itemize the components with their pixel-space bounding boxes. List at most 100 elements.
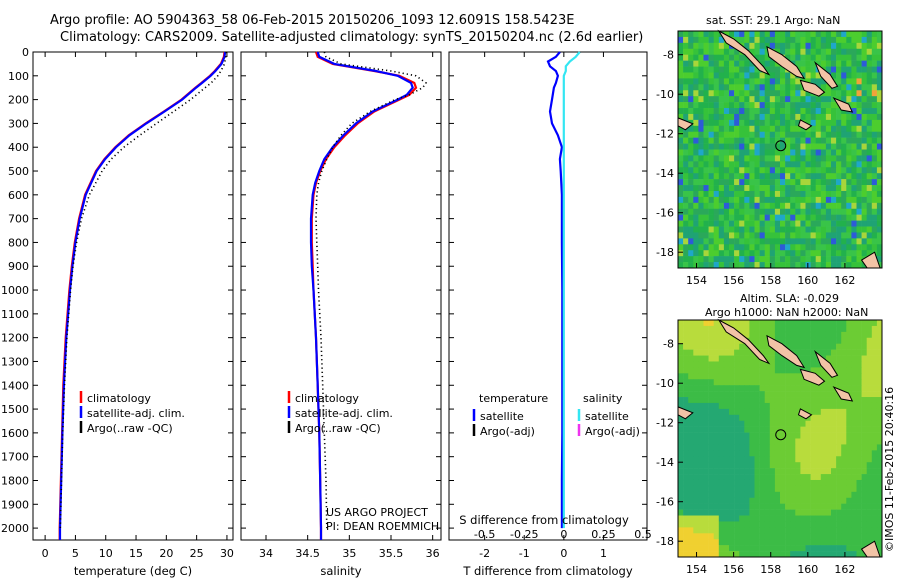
map-cell xyxy=(851,149,857,156)
series-line-climatology xyxy=(310,51,418,540)
map-cell xyxy=(703,190,709,198)
map-cell xyxy=(744,179,750,186)
map-cell xyxy=(764,161,771,168)
map-cell xyxy=(764,450,771,457)
map-cell xyxy=(703,36,709,44)
map-cell xyxy=(831,485,837,493)
map-cell xyxy=(851,527,857,534)
map-cell xyxy=(785,379,791,386)
map-cell xyxy=(723,402,730,410)
map-cell xyxy=(861,238,867,245)
map-cell xyxy=(785,545,791,552)
map-cell xyxy=(723,108,730,115)
map-cell xyxy=(754,367,760,374)
map-cell xyxy=(698,244,704,251)
map-cell xyxy=(678,438,684,445)
map-cell xyxy=(861,432,867,439)
map-cell xyxy=(846,185,852,192)
map-cell xyxy=(871,420,878,427)
map-cell xyxy=(836,551,842,558)
map-cell xyxy=(841,131,847,138)
map-cell xyxy=(734,444,740,451)
map-cell xyxy=(785,131,791,138)
map-cell xyxy=(810,545,816,552)
map-cell xyxy=(734,438,740,445)
map-cell xyxy=(810,185,816,192)
map-cell xyxy=(810,491,816,499)
map-cell xyxy=(800,190,806,198)
map-cell xyxy=(718,60,725,67)
map-cell xyxy=(780,337,786,344)
map-cell xyxy=(785,373,791,380)
map-cell xyxy=(825,355,832,362)
map-cell xyxy=(861,361,867,368)
map-cell xyxy=(729,355,735,362)
map-cell xyxy=(678,551,684,558)
map-cell xyxy=(729,54,735,61)
map-cell xyxy=(729,385,735,392)
map-cell xyxy=(749,185,755,192)
map-cell xyxy=(841,349,847,356)
map-cell xyxy=(723,125,730,133)
map-cell xyxy=(790,185,796,192)
map-cell xyxy=(734,84,740,91)
map-cell xyxy=(749,497,755,504)
map-cell xyxy=(876,226,883,233)
map-cell xyxy=(744,173,750,180)
map-cell xyxy=(825,196,832,204)
map-cell xyxy=(774,397,781,404)
map-cell xyxy=(810,36,816,44)
map-cell xyxy=(729,256,735,263)
map-cell xyxy=(739,485,745,493)
map-cell xyxy=(876,232,883,239)
map-cell xyxy=(678,503,684,510)
map-cell xyxy=(703,137,709,144)
map-cell xyxy=(795,325,801,333)
map-cell xyxy=(703,391,709,398)
map-cell xyxy=(805,385,811,392)
map-cell xyxy=(866,60,873,67)
map-cell xyxy=(729,361,735,368)
map-cell xyxy=(780,42,786,50)
map-cell xyxy=(805,72,811,79)
map-cell xyxy=(749,533,755,540)
map-cell xyxy=(678,468,684,475)
map-cell xyxy=(780,551,786,558)
map-cell xyxy=(703,250,709,257)
map-cell xyxy=(825,462,832,469)
map-cell xyxy=(734,137,740,144)
map-cell xyxy=(795,78,801,85)
map-cell xyxy=(800,503,806,510)
map-cell xyxy=(734,491,740,499)
map-cell xyxy=(846,202,852,210)
map-cell xyxy=(805,361,811,368)
map-cell xyxy=(871,66,878,73)
map-cell xyxy=(805,90,811,97)
map-cell xyxy=(774,444,781,451)
map-cell xyxy=(800,125,806,133)
map-cell xyxy=(800,397,806,404)
map-cell xyxy=(805,149,811,156)
map-cell xyxy=(729,72,735,79)
map-cell xyxy=(876,54,883,61)
map-cell xyxy=(754,331,760,339)
map-cell xyxy=(856,226,862,233)
map-cell xyxy=(698,521,704,528)
map-cell xyxy=(713,250,720,257)
top-axis-label: S difference from climatology xyxy=(459,513,629,527)
map-cell xyxy=(785,479,791,487)
map-cell xyxy=(754,402,760,410)
map-cell xyxy=(841,72,847,79)
map-cell xyxy=(790,202,796,210)
map-cell xyxy=(698,179,704,186)
map-cell xyxy=(785,325,791,333)
map-cell xyxy=(861,450,867,457)
map-cell xyxy=(820,36,827,44)
map-cell xyxy=(831,521,837,528)
map-cell xyxy=(754,337,760,344)
map-cell xyxy=(795,426,801,433)
map-cell xyxy=(769,250,776,257)
map-cell xyxy=(764,355,771,362)
map-cell xyxy=(749,509,755,516)
map-cell xyxy=(723,444,730,451)
